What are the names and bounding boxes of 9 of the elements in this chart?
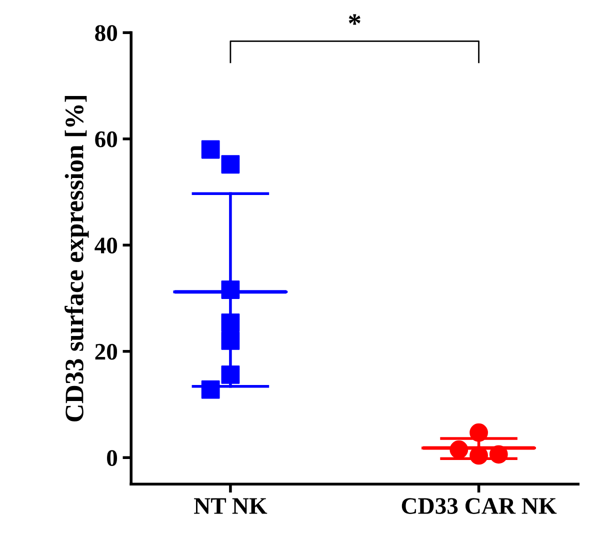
y-tick-label: 80 (95, 25, 118, 42)
x-tick-label: CD33 CAR NK (402, 498, 557, 514)
text: * (348, 14, 360, 25)
y-tick-label: 40 (94, 238, 118, 254)
y-tick-label: 60 (95, 131, 118, 148)
y-tick-label: 20 (95, 344, 118, 360)
y-axis-title: CD33 surface expression [%] (64, 96, 89, 422)
x-tick-label: NT NK (194, 498, 268, 514)
y-tick-label: 0 (107, 450, 118, 466)
